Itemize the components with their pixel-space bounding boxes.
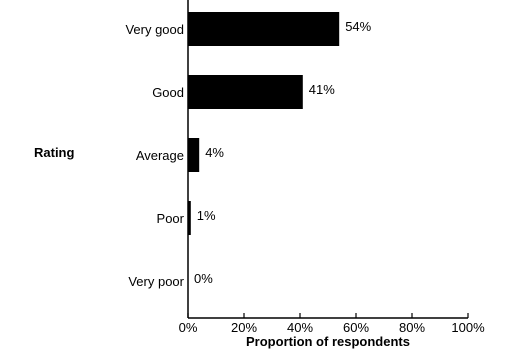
bar xyxy=(188,138,200,172)
data-label: 41% xyxy=(309,82,335,97)
category-label: Average xyxy=(136,148,184,163)
bars-group xyxy=(188,12,340,235)
data-label: 54% xyxy=(345,19,371,34)
x-tick-label: 40% xyxy=(287,320,313,335)
data-label: 0% xyxy=(194,271,213,286)
x-tick-label: 0% xyxy=(179,320,198,335)
y-axis-title: Rating xyxy=(34,145,75,160)
x-tick-label: 20% xyxy=(231,320,257,335)
bar xyxy=(188,12,340,46)
x-tick-label: 80% xyxy=(399,320,425,335)
x-axis-title: Proportion of respondents xyxy=(246,334,410,349)
bar xyxy=(188,201,191,235)
category-label: Poor xyxy=(157,211,185,226)
category-label: Very good xyxy=(125,22,184,37)
data-label: 4% xyxy=(205,145,224,160)
x-tick-label: 60% xyxy=(343,320,369,335)
x-axis: 0% 20% 40% 60% 80% 100% xyxy=(179,313,485,335)
x-tick-label: 100% xyxy=(451,320,485,335)
data-label: 1% xyxy=(197,208,216,223)
bar xyxy=(188,75,303,109)
category-label: Very poor xyxy=(128,274,184,289)
value-labels: 54% 41% 4% 1% 0% xyxy=(194,19,372,286)
category-labels: Very good Good Average Poor Very poor xyxy=(125,22,184,289)
category-label: Good xyxy=(152,85,184,100)
